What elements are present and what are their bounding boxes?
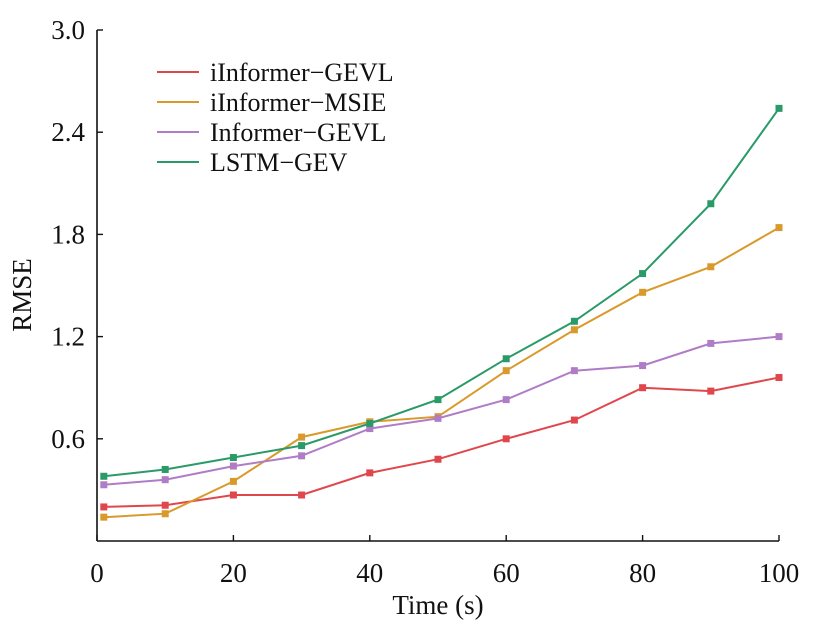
- x-axis-label: Time (s): [392, 590, 483, 620]
- y-tick-label: 2.4: [51, 117, 85, 147]
- legend-item: iInformer−GEVL: [157, 58, 394, 87]
- data-point: [161, 510, 169, 518]
- series-2: [100, 224, 783, 521]
- series-4: [100, 104, 783, 480]
- data-point: [298, 433, 306, 441]
- data-point: [229, 477, 237, 485]
- y-tick-label: 1.2: [51, 322, 85, 352]
- x-tick-label: 60: [493, 558, 520, 588]
- data-point: [298, 442, 306, 450]
- data-point: [639, 362, 647, 370]
- legend-item: LSTM−GEV: [157, 148, 348, 177]
- data-point: [229, 454, 237, 462]
- y-tick-label: 1.8: [51, 219, 85, 249]
- y-axis-label: RMSE: [7, 258, 37, 332]
- data-point: [100, 472, 108, 480]
- legend-label: iInformer−GEVL: [210, 58, 394, 87]
- data-point: [100, 513, 108, 521]
- data-point: [707, 263, 715, 271]
- axes: 0 20 40 60 80 100 0.6 1.2 1.8 2.4 3.0: [51, 15, 799, 588]
- data-point: [229, 491, 237, 499]
- data-point: [639, 270, 647, 278]
- data-point: [502, 435, 510, 443]
- x-tick-label: 0: [90, 558, 104, 588]
- data-point: [502, 396, 510, 404]
- data-point: [707, 387, 715, 395]
- y-tick-label: 3.0: [51, 15, 85, 45]
- data-point: [502, 355, 510, 363]
- data-point: [570, 317, 578, 325]
- series-line: [103, 226, 780, 519]
- data-point: [570, 326, 578, 334]
- legend-item: Informer−GEVL: [157, 118, 386, 147]
- data-point: [100, 481, 108, 489]
- legend-label: iInformer−MSIE: [210, 88, 386, 117]
- data-point: [434, 414, 442, 422]
- series-1: [100, 373, 783, 511]
- data-point: [707, 339, 715, 347]
- legend-label: Informer−GEVL: [210, 118, 386, 147]
- data-point: [434, 455, 442, 463]
- x-tick-label: 20: [220, 558, 247, 588]
- y-tick-label: 0.6: [51, 424, 85, 454]
- data-point: [366, 469, 374, 477]
- x-tick-label: 100: [759, 558, 800, 588]
- data-point: [366, 419, 374, 427]
- data-point: [639, 288, 647, 296]
- data-point: [298, 452, 306, 460]
- series-layer: [100, 104, 783, 521]
- data-point: [100, 503, 108, 511]
- data-point: [502, 367, 510, 375]
- x-tick-label: 80: [629, 558, 656, 588]
- legend: iInformer−GEVLiInformer−MSIEInformer−GEV…: [157, 58, 394, 177]
- data-point: [639, 384, 647, 392]
- data-point: [775, 373, 783, 381]
- data-point: [161, 476, 169, 484]
- legend-item: iInformer−MSIE: [157, 88, 386, 117]
- data-point: [775, 104, 783, 112]
- data-point: [775, 224, 783, 232]
- data-point: [775, 333, 783, 341]
- data-point: [161, 501, 169, 509]
- data-point: [161, 465, 169, 473]
- data-point: [570, 416, 578, 424]
- data-point: [229, 462, 237, 470]
- series-3: [100, 333, 783, 489]
- data-point: [366, 425, 374, 433]
- data-point: [434, 396, 442, 404]
- x-tick-label: 40: [356, 558, 383, 588]
- legend-label: LSTM−GEV: [210, 148, 348, 177]
- data-point: [298, 491, 306, 499]
- data-point: [707, 200, 715, 208]
- data-point: [570, 367, 578, 375]
